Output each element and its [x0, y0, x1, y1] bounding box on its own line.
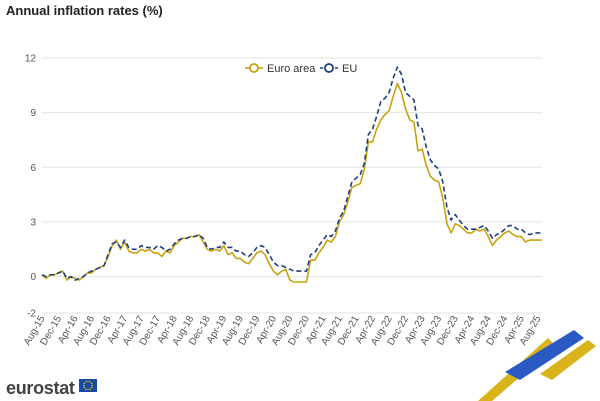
y-axis-labels: -2 0 3 6 9 12 — [25, 54, 37, 320]
legend-item-euro-area[interactable]: Euro area — [245, 63, 316, 75]
series-line-eu[interactable] — [41, 66, 542, 281]
legend-marker-icon — [324, 63, 334, 73]
eurostat-logo: eurostat — [6, 378, 75, 398]
y-tick-label: -2 — [27, 309, 36, 320]
y-tick-label: 9 — [30, 108, 36, 119]
y-tick-label: 0 — [30, 272, 36, 283]
legend-label: Euro area — [267, 63, 316, 75]
chart-title: Annual inflation rates (%) — [6, 3, 163, 18]
blue-stripe — [505, 330, 584, 380]
eu-flag-icon — [79, 379, 97, 392]
legend-label: EU — [342, 63, 357, 75]
gold-stripe-small — [540, 340, 596, 380]
y-tick-label: 12 — [25, 54, 37, 65]
brand-stripes — [478, 330, 596, 401]
grid-lines — [42, 57, 542, 314]
series-line-euro-area[interactable] — [41, 82, 542, 283]
y-tick-label: 6 — [30, 163, 36, 174]
legend-item-eu[interactable]: EU — [320, 63, 357, 75]
y-tick-label: 3 — [30, 217, 36, 228]
x-axis-labels: Aug-15Dec-15Apr-16Aug-16Dec-16Apr-17Aug-… — [22, 314, 544, 348]
legend[interactable]: Euro area EU — [245, 63, 357, 75]
eu-stars-icon — [83, 380, 93, 391]
legend-marker-icon — [249, 63, 259, 73]
series-lines — [41, 66, 542, 283]
